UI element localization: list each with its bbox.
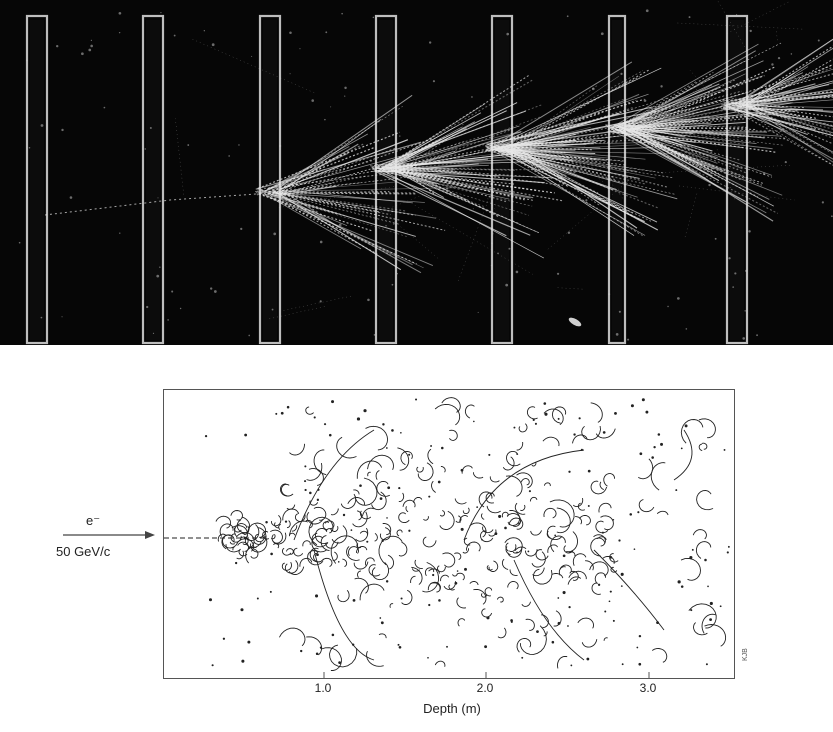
beam-momentum-label: 50 GeV/c (56, 544, 111, 559)
shower-simulation-figure: e⁻ 50 GeV/c 1.0 2.0 3.0 Depth (m) KJB (0, 345, 833, 732)
plot-frame (163, 389, 735, 679)
corner-mark: KJB (742, 648, 749, 661)
x-axis-label: Depth (m) (423, 701, 481, 716)
chamber-photograph (0, 0, 833, 345)
x-tick-label: 2.0 (476, 681, 494, 695)
particle-tracks (18, 0, 833, 341)
simulated-tracks (164, 397, 730, 671)
chamber-photo-drawing (18, 0, 833, 345)
shower-tracks-drawing (164, 397, 730, 678)
x-tick-label: 1.0 (314, 681, 332, 695)
x-tick-label: 3.0 (639, 681, 657, 695)
beam-arrow-icon (63, 531, 155, 539)
beam-particle-label: e⁻ (86, 513, 101, 528)
